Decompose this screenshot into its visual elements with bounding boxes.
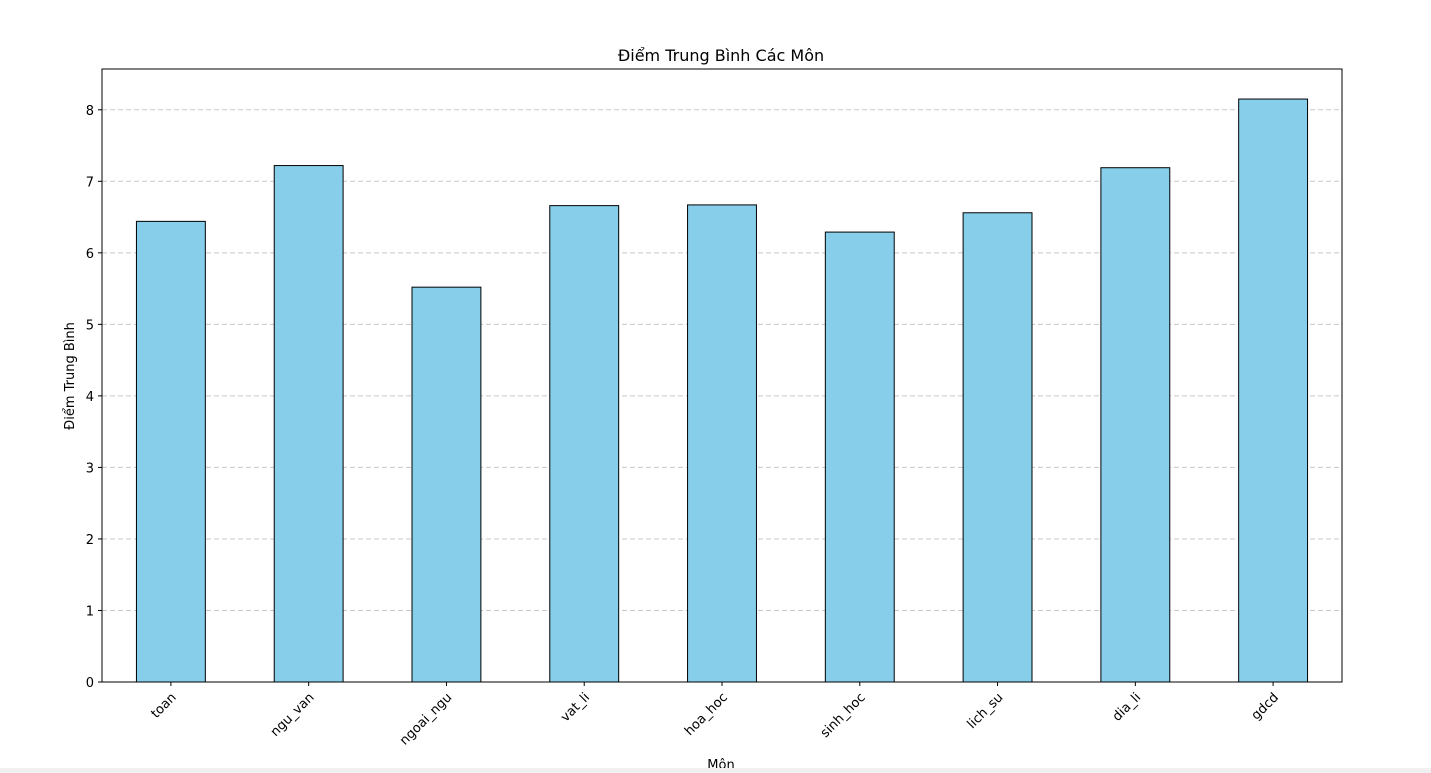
chart-title: Điểm Trung Bình Các Môn — [618, 46, 824, 65]
x-ticks: toan ngu_van ngoai_ngu vat_li hoa_hoc sinh_ho… — [148, 682, 1282, 748]
x-tick-label: ngu_van — [268, 690, 318, 740]
bars — [135, 98, 1309, 683]
bar-ngoai_ngu — [411, 286, 482, 683]
y-tick-label: 4 — [86, 390, 94, 405]
bar-lich_su — [962, 212, 1033, 683]
x-tick-label: lich_su — [965, 690, 1007, 732]
y-tick-label: 8 — [86, 104, 94, 119]
bar-gdcd — [1238, 98, 1309, 683]
y-tick-label: 7 — [86, 175, 94, 190]
x-tick-label: vat_li — [558, 690, 593, 725]
x-tick-label: dia_li — [1110, 690, 1144, 724]
x-tick-label: ngoai_ngu — [397, 690, 455, 748]
y-tick-label: 6 — [86, 247, 94, 262]
x-tick-label: hoa_hoc — [682, 690, 731, 739]
x-tick-label: sinh_hoc — [818, 690, 869, 741]
y-tick-label: 5 — [86, 318, 94, 333]
bar-vat_li — [549, 205, 620, 683]
y-axis-label: Điểm Trung Bình — [63, 322, 78, 430]
x-tick-label: toan — [148, 690, 179, 721]
window-bottom-strip — [0, 768, 1431, 773]
y-tick-label: 1 — [86, 604, 94, 619]
y-tick-label: 3 — [86, 461, 94, 476]
bar-toan — [135, 220, 206, 683]
y-tick-label: 2 — [86, 533, 94, 548]
bar-hoa_hoc — [687, 204, 757, 683]
bar-dia_li — [1100, 167, 1171, 683]
y-tick-label: 0 — [86, 676, 94, 691]
bar-ngu_van — [273, 165, 344, 683]
bar-sinh_hoc — [824, 231, 895, 683]
y-ticks: 0 1 2 3 4 5 6 7 8 — [86, 104, 102, 691]
x-tick-label: gdcd — [1249, 690, 1282, 723]
